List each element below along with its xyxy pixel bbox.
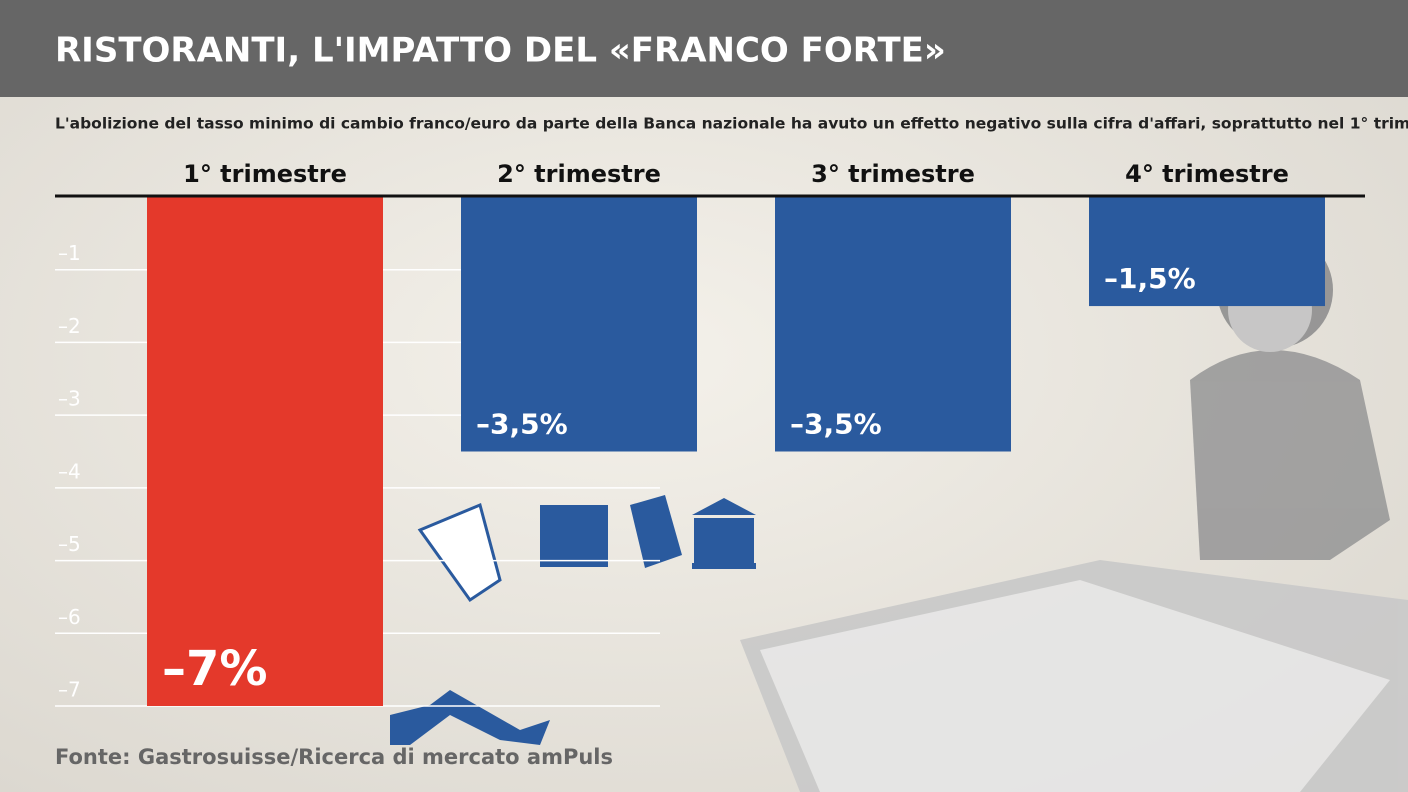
x-tick-label: 2° trimestre bbox=[497, 160, 661, 188]
value-label: –1,5% bbox=[1104, 262, 1196, 295]
source: Fonte: Gastrosuisse/Ricerca di mercato a… bbox=[55, 745, 613, 769]
bar bbox=[147, 197, 383, 706]
y-tick-label: –4 bbox=[58, 459, 81, 483]
photo-illustration bbox=[740, 232, 1408, 792]
y-tick-label: –1 bbox=[58, 241, 81, 265]
value-label: –7% bbox=[162, 641, 268, 697]
y-tick-label: –5 bbox=[58, 532, 81, 556]
icons bbox=[390, 495, 756, 745]
bar bbox=[461, 197, 697, 452]
bar bbox=[775, 197, 1011, 452]
x-tick-label: 4° trimestre bbox=[1125, 160, 1289, 188]
y-tick-label: –3 bbox=[58, 387, 81, 411]
y-tick-label: –2 bbox=[58, 314, 81, 338]
y-tick-label: –7 bbox=[58, 678, 81, 702]
chart-title: RISTORANTI, L'IMPATTO DEL «FRANCO FORTE» bbox=[55, 31, 946, 71]
chart-subtitle: L'abolizione del tasso minimo di cambio … bbox=[55, 115, 1408, 133]
value-label: –3,5% bbox=[476, 408, 568, 441]
bar bbox=[1089, 197, 1325, 307]
value-label: –3,5% bbox=[790, 408, 882, 441]
y-tick-label: –6 bbox=[58, 605, 81, 629]
header-band bbox=[0, 0, 1408, 97]
x-tick-label: 3° trimestre bbox=[811, 160, 975, 188]
x-tick-label: 1° trimestre bbox=[183, 160, 347, 188]
